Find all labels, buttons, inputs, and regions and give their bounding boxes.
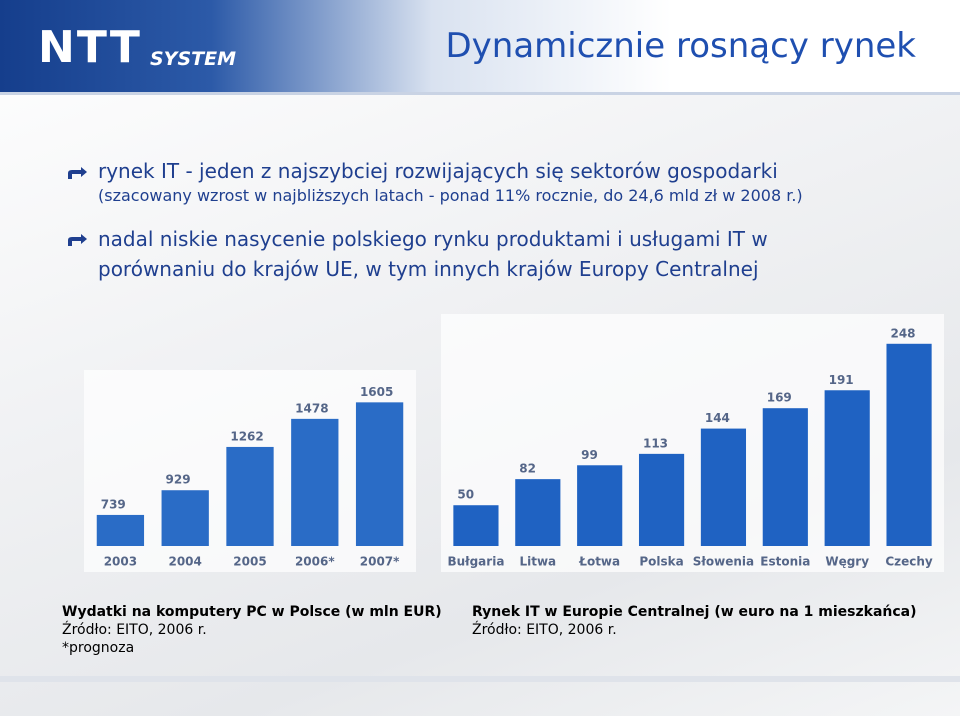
x-tick-label: 2007* xyxy=(360,555,400,569)
x-tick-label: 2006* xyxy=(295,555,335,569)
x-tick-label: 2005 xyxy=(233,555,266,569)
value-label: 739 xyxy=(101,497,126,511)
value-label: 113 xyxy=(643,436,668,450)
logo-sub: SYSTEM xyxy=(150,48,236,70)
x-tick-label: Litwa xyxy=(519,555,556,569)
caption: Rynek IT w Europie Centralnej (w euro na… xyxy=(472,603,917,639)
bar xyxy=(453,505,499,546)
bar xyxy=(886,343,932,546)
x-tick-label: Estonia xyxy=(760,555,810,569)
value-label: 99 xyxy=(581,448,598,462)
x-tick-label: 2004 xyxy=(168,555,201,569)
value-label: 1605 xyxy=(360,385,393,399)
value-label: 929 xyxy=(166,473,191,487)
bar xyxy=(226,446,274,546)
value-label: 50 xyxy=(457,488,474,502)
bar xyxy=(355,402,404,546)
chart-title: Rynek IT w Europie Centralnej (w euro na… xyxy=(472,604,917,620)
x-tick-label: Czechy xyxy=(885,555,933,569)
bar xyxy=(762,408,808,546)
footer-bar xyxy=(0,676,960,682)
x-tick-label: Łotwa xyxy=(578,555,620,569)
bar xyxy=(161,490,209,546)
rule xyxy=(0,92,960,95)
bullet-text: nadal niskie nasycenie polskiego rynku p… xyxy=(98,227,768,281)
value-label: 191 xyxy=(829,373,854,387)
x-tick-label: Węgry xyxy=(825,555,869,569)
x-tick-label: 2003 xyxy=(104,555,137,569)
bullet: rynek IT - jeden z najszybciej rozwijają… xyxy=(98,156,878,206)
bullet: nadal niskie nasycenie polskiego rynku p… xyxy=(98,224,878,284)
chart-source: Źródło: EITO, 2006 r. xyxy=(62,622,207,638)
value-label: 144 xyxy=(705,411,730,425)
bar xyxy=(824,390,870,546)
caption: Wydatki na komputery PC w Polsce (w mln … xyxy=(62,603,442,657)
bullet-text: rynek IT - jeden z najszybciej rozwijają… xyxy=(98,159,778,183)
bullet-arrow xyxy=(68,167,87,179)
x-tick-label: Bułgaria xyxy=(447,555,504,569)
bullet-arrow xyxy=(68,234,87,246)
bar xyxy=(96,514,145,546)
value-label: 1262 xyxy=(230,429,263,443)
value-label: 169 xyxy=(767,391,792,405)
chart-note: *prognoza xyxy=(62,640,135,656)
bar xyxy=(638,453,685,546)
bar xyxy=(291,418,339,546)
chart-title: Wydatki na komputery PC w Polsce (w mln … xyxy=(62,604,442,620)
bar xyxy=(515,479,561,546)
chart-source: Źródło: EITO, 2006 r. xyxy=(472,622,617,638)
bar xyxy=(700,428,747,546)
value-label: 1478 xyxy=(295,401,328,415)
x-tick-label: Słowenia xyxy=(693,555,754,569)
header: NTT SYSTEM Dynamicznie rosnący rynek xyxy=(0,0,960,92)
bar xyxy=(577,465,623,546)
x-tick-label: Polska xyxy=(639,555,683,569)
logo: NTT xyxy=(38,22,142,73)
bullet-sub: (szacowany wzrost w najbliższych latach … xyxy=(98,186,803,205)
value-label: 248 xyxy=(890,326,915,340)
value-label: 82 xyxy=(519,462,536,476)
slide-title: Dynamicznie rosnący rynek xyxy=(445,26,916,66)
